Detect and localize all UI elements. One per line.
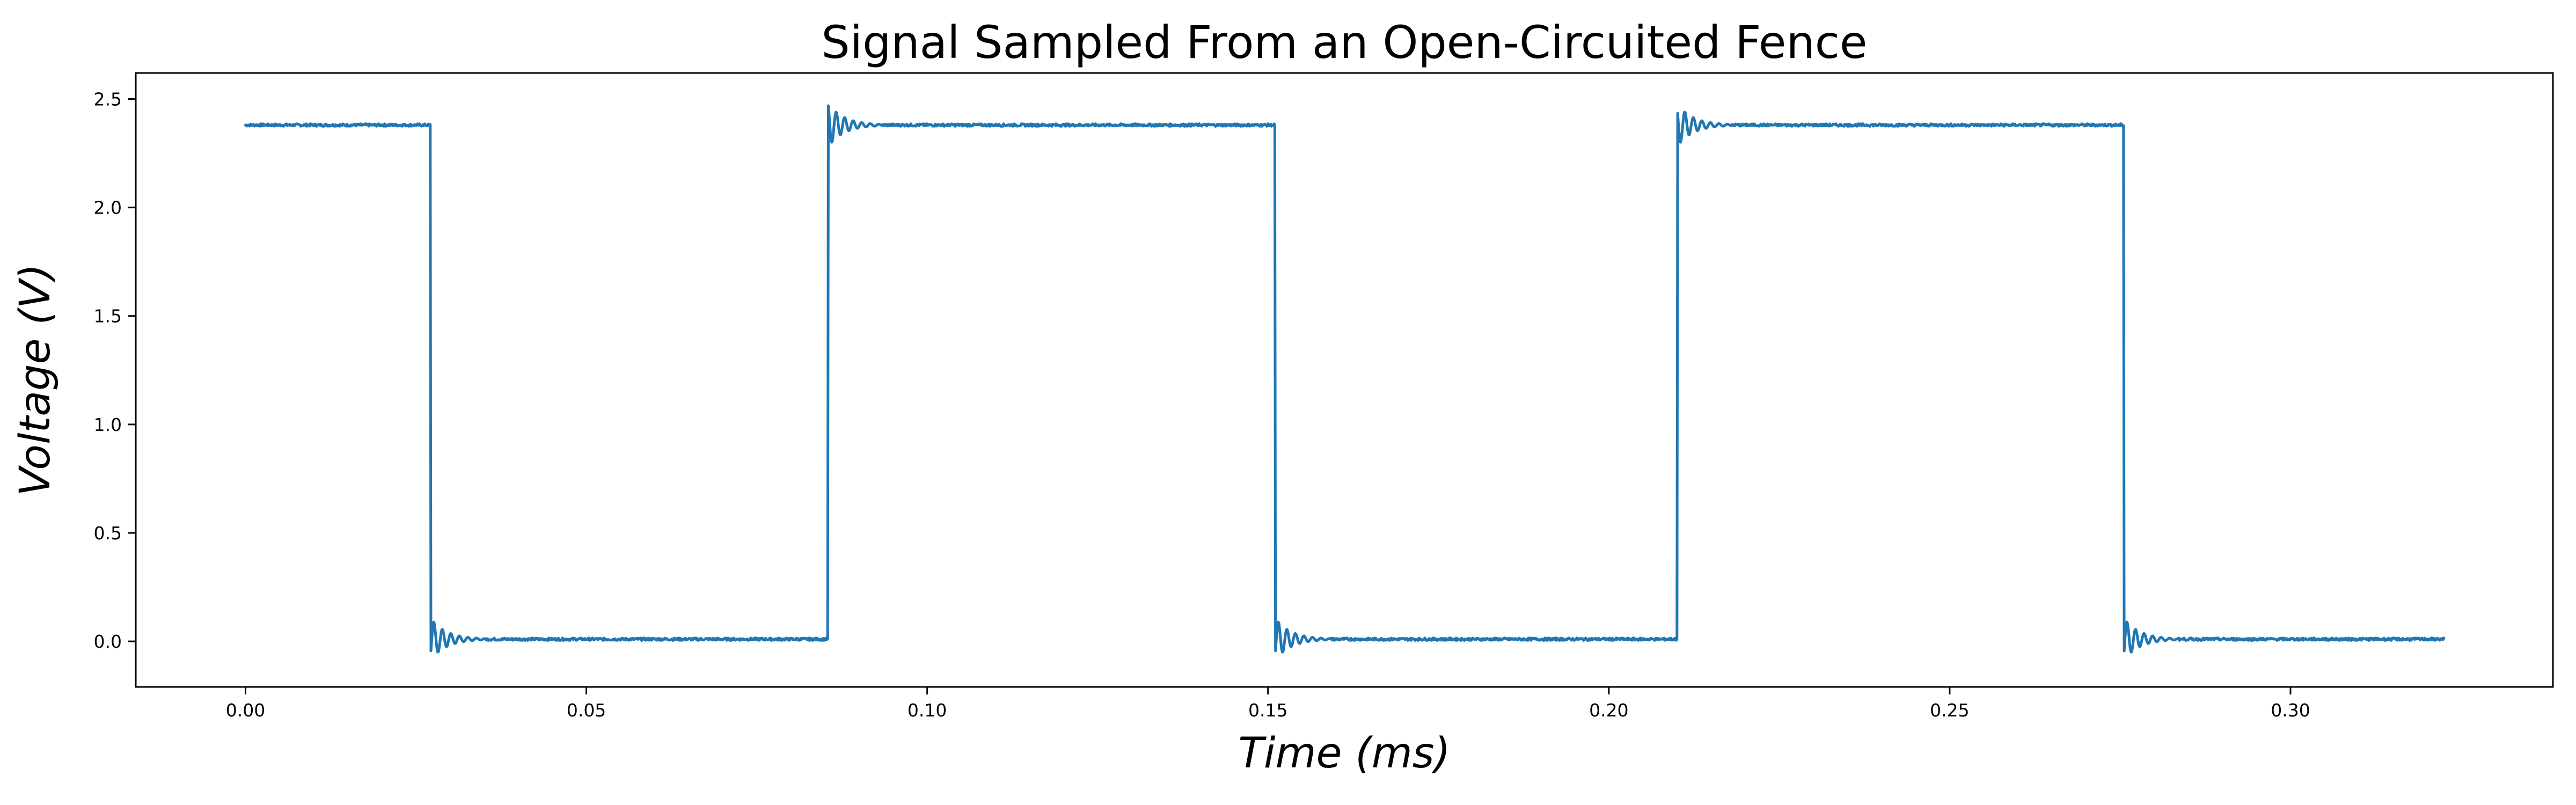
x-tick-label: 0.30: [2271, 700, 2310, 721]
y-tick-label: 0.5: [94, 523, 122, 544]
y-axis-label: Voltage (V): [11, 264, 60, 496]
x-axis-label: Time (ms): [1238, 729, 1451, 778]
x-tick-label: 0.15: [1248, 700, 1287, 721]
y-axis: 0.0 0.5 1.0 1.5 2.0 2.5: [94, 89, 136, 652]
x-tick-label: 0.25: [1930, 700, 1969, 721]
x-tick-label: 0.20: [1589, 700, 1628, 721]
y-tick-label: 1.0: [94, 414, 122, 435]
x-axis: 0.00 0.05 0.10 0.15 0.20 0.25 0.30: [226, 687, 2310, 721]
axes-frame: [135, 72, 2554, 688]
y-tick-label: 2.0: [94, 197, 122, 218]
x-tick-label: 0.10: [908, 700, 947, 721]
y-tick-label: 0.0: [94, 631, 122, 652]
chart-title: Signal Sampled From an Open-Circuited Fe…: [821, 16, 1867, 69]
y-tick-label: 1.5: [94, 306, 122, 327]
x-tick-label: 0.05: [567, 700, 606, 721]
x-tick-label: 0.00: [226, 700, 265, 721]
plot-area: [135, 72, 2554, 688]
series-line: [244, 104, 2446, 654]
y-tick-label: 2.5: [94, 89, 122, 110]
